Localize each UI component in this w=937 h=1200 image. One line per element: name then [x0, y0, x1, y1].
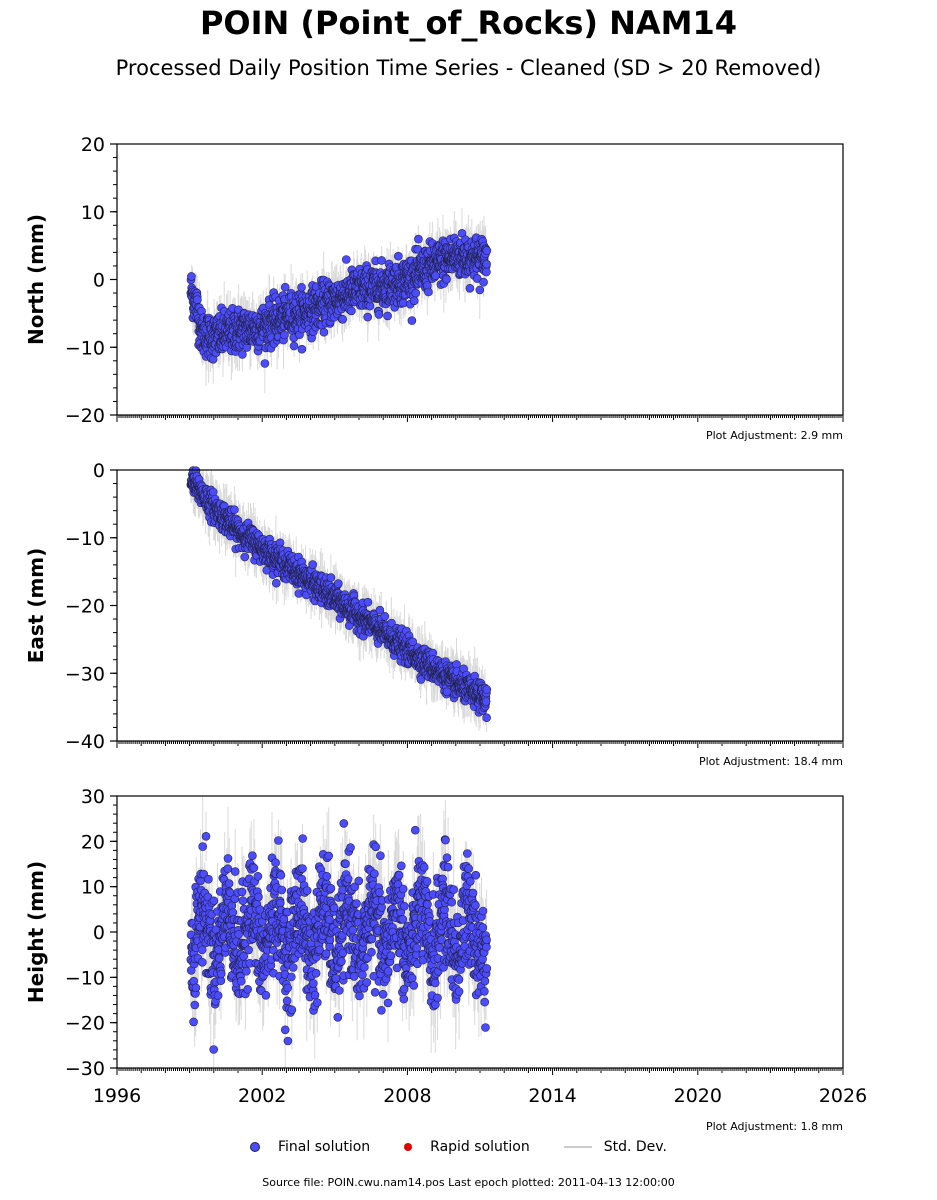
north-ytick-label: −20	[65, 405, 105, 427]
north-data-point	[409, 296, 419, 306]
east-data-point	[230, 505, 239, 515]
north-data-point	[363, 312, 373, 322]
east-data-point	[442, 687, 452, 697]
north-ytick-label: 20	[81, 134, 105, 156]
east-ytick-label: −40	[65, 731, 105, 753]
north-data-point	[297, 282, 306, 292]
north-ytick-label: 0	[93, 270, 105, 292]
north-data-point	[442, 274, 451, 284]
east-data-point	[326, 573, 336, 582]
north-ylabel: North (mm)	[24, 214, 48, 345]
north-data-point	[260, 359, 270, 368]
east-data-point	[380, 611, 390, 621]
north-data-point	[280, 330, 289, 340]
panel-north: 20 10 0 −10 −20 North (mm) Plot Adjustment: 2.…	[24, 134, 844, 442]
north-ytick-label: −10	[65, 337, 105, 359]
north-data-point	[338, 314, 348, 324]
north-data-point	[341, 255, 351, 264]
east-data-point	[363, 597, 373, 607]
north-data-point	[479, 277, 488, 287]
north-data-point	[365, 301, 375, 311]
east-data-point	[481, 697, 491, 706]
north-data-point	[377, 256, 386, 265]
east-data-point	[452, 660, 461, 669]
east-data-point	[482, 713, 491, 723]
north-data-point	[347, 306, 356, 316]
north-data-point	[411, 288, 421, 298]
north-data-point	[475, 285, 485, 295]
panel-east: 0 −10 −20 −30 −40 East (mm) Plot Adjustment: 1…	[24, 460, 844, 768]
north-data-point	[393, 251, 403, 261]
north-data-point	[289, 341, 299, 351]
north-data-point	[414, 234, 423, 244]
north-data-point	[424, 287, 433, 297]
east-data-point	[482, 685, 492, 694]
north-data-point	[431, 271, 440, 281]
east-ytick-label: −10	[65, 528, 105, 550]
north-xticks	[116, 415, 844, 422]
chart-title: POIN (Point_of_Rocks) NAM14	[199, 4, 738, 42]
east-ytick-label: −20	[65, 596, 105, 618]
north-data-point	[280, 282, 290, 292]
north-data-point	[319, 327, 329, 337]
chart-subtitle: Processed Daily Position Time Series - C…	[115, 56, 822, 80]
north-data-point	[482, 267, 491, 277]
north-points	[186, 229, 492, 368]
north-data-point	[238, 350, 247, 359]
east-plot-adjustment: Plot Adjustment: 18.4 mm	[699, 755, 843, 768]
north-data-point	[482, 259, 491, 269]
east-points	[186, 466, 492, 723]
north-data-point	[407, 316, 417, 325]
east-data-point	[333, 579, 343, 588]
north-data-point	[465, 283, 475, 293]
east-data-point	[271, 578, 281, 588]
east-ytick-label: −30	[65, 663, 105, 685]
north-data-point	[383, 311, 392, 321]
north-plot-adjustment: Plot Adjustment: 2.9 mm	[706, 429, 843, 442]
east-ytick-label: 0	[93, 460, 105, 482]
east-ylabel: East (mm)	[24, 548, 48, 664]
north-data-point	[482, 246, 492, 255]
north-data-point	[374, 310, 384, 319]
east-data-point	[240, 552, 250, 562]
north-ytick-label: 10	[81, 202, 105, 224]
north-data-point	[193, 295, 202, 305]
east-xticks	[116, 741, 844, 748]
north-data-point	[187, 272, 196, 281]
east-data-point	[308, 560, 318, 569]
north-data-point	[297, 344, 307, 354]
